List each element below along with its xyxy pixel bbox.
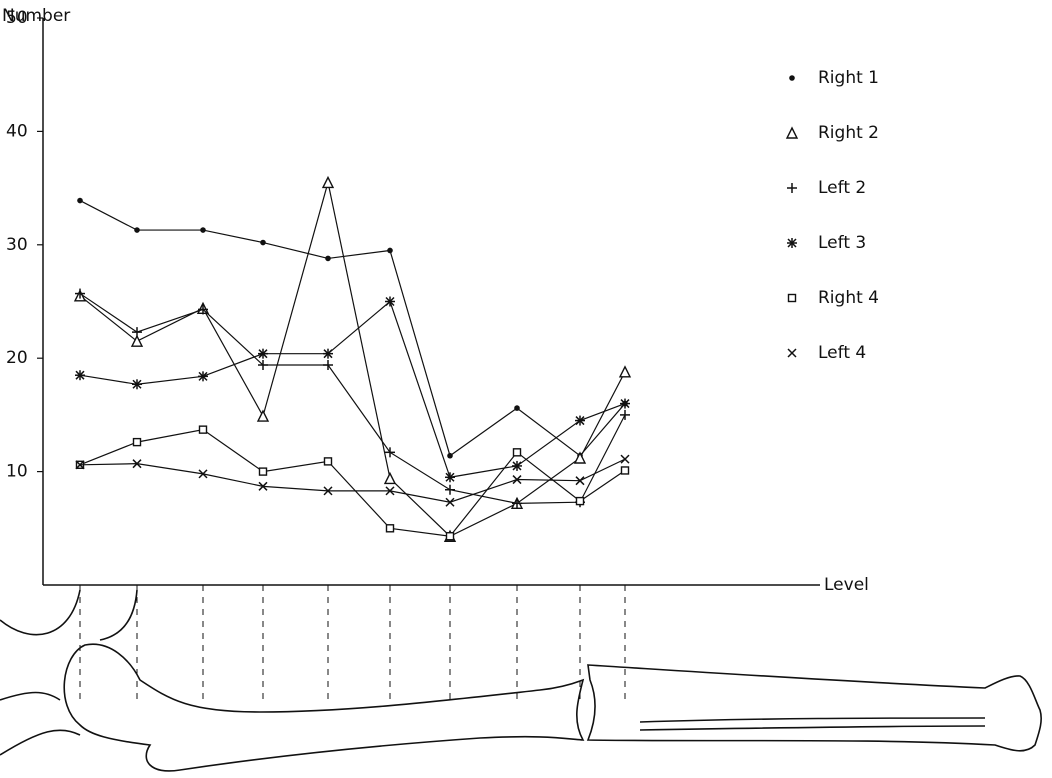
marker-square	[447, 533, 454, 540]
marker-dot	[200, 227, 206, 233]
marker-dot	[387, 248, 393, 254]
marker-dot	[325, 256, 331, 262]
marker-triangle	[575, 453, 585, 463]
marker	[323, 349, 333, 359]
marker	[787, 128, 797, 138]
leg-diagram	[0, 590, 1041, 771]
marker-triangle	[323, 177, 333, 187]
marker-triangle	[258, 411, 268, 421]
marker	[514, 405, 520, 411]
marker	[387, 525, 394, 532]
marker	[385, 447, 395, 457]
series-line	[80, 302, 625, 478]
marker	[447, 453, 453, 459]
marker	[134, 439, 141, 446]
marker	[325, 256, 331, 262]
marker	[620, 410, 630, 420]
marker-dot	[260, 240, 266, 246]
marker	[260, 468, 267, 475]
chart: Number Level 1020304050Right 1Right 2Lef…	[0, 0, 1052, 778]
marker	[132, 379, 142, 389]
marker-dot	[77, 198, 83, 204]
y-tick-label: 40	[6, 121, 28, 141]
marker-square	[577, 498, 584, 505]
y-tick-label: 20	[6, 348, 28, 368]
marker	[260, 240, 266, 246]
marker-square	[260, 468, 267, 475]
marker	[512, 461, 522, 471]
marker	[789, 295, 796, 302]
marker-square	[134, 439, 141, 446]
marker	[622, 467, 629, 474]
legend-label: Left 2	[818, 178, 866, 198]
marker	[387, 248, 393, 254]
marker	[323, 360, 333, 370]
legend-label: Left 4	[818, 343, 866, 363]
marker-dot	[514, 405, 520, 411]
marker	[447, 533, 454, 540]
marker	[385, 473, 395, 483]
marker	[787, 183, 797, 193]
x-axis-label: Level	[824, 575, 869, 595]
marker	[788, 349, 796, 357]
legend-label: Right 1	[818, 68, 879, 88]
marker	[75, 370, 85, 380]
marker-dot	[134, 227, 140, 233]
marker-dot	[447, 453, 453, 459]
marker-dot	[789, 75, 795, 81]
marker	[323, 177, 333, 187]
marker	[514, 449, 521, 456]
marker	[789, 75, 795, 81]
marker	[385, 297, 395, 307]
marker	[132, 327, 142, 337]
marker	[787, 238, 797, 248]
marker	[258, 349, 268, 359]
legend-label: Right 2	[818, 123, 879, 143]
marker	[325, 458, 332, 465]
series-line	[80, 182, 625, 536]
marker	[77, 198, 83, 204]
marker	[198, 371, 208, 381]
marker-triangle	[787, 128, 797, 138]
marker-triangle	[385, 473, 395, 483]
marker-square	[514, 449, 521, 456]
series-line	[80, 201, 625, 456]
marker	[134, 227, 140, 233]
marker	[258, 411, 268, 421]
y-tick-label: 10	[6, 462, 28, 482]
y-tick-label: 50	[6, 8, 28, 28]
marker-square	[789, 295, 796, 302]
marker	[200, 227, 206, 233]
marker-triangle	[620, 367, 630, 377]
legend-label: Left 3	[818, 233, 866, 253]
marker	[575, 453, 585, 463]
y-tick-label: 30	[6, 235, 28, 255]
marker-square	[325, 458, 332, 465]
marker-square	[622, 467, 629, 474]
legend-label: Right 4	[818, 288, 879, 308]
marker	[575, 416, 585, 426]
marker	[620, 367, 630, 377]
series-line	[80, 459, 625, 502]
marker	[577, 498, 584, 505]
marker	[445, 472, 455, 482]
marker	[445, 485, 455, 495]
marker-square	[387, 525, 394, 532]
marker	[620, 399, 630, 409]
marker	[200, 426, 207, 433]
series-line	[80, 430, 625, 537]
marker	[621, 455, 629, 463]
marker-square	[200, 426, 207, 433]
